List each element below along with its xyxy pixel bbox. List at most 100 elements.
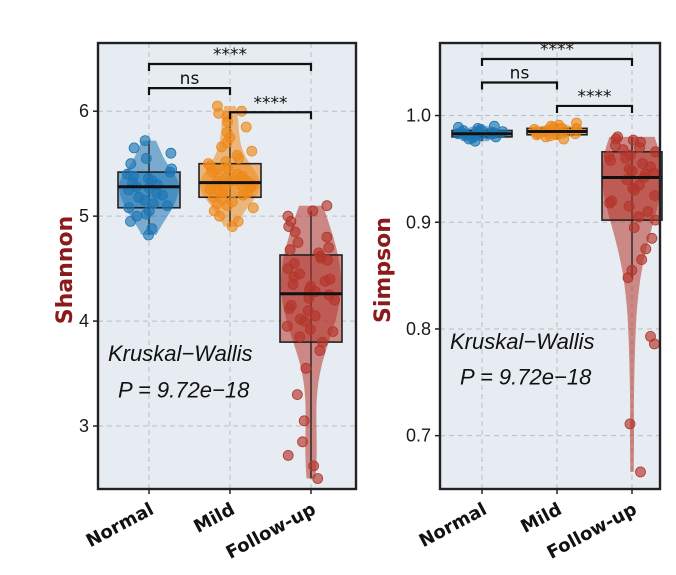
point-follow-up [624, 418, 636, 430]
y-axis-label: Simpson [371, 217, 396, 323]
kruskal-wallis-label: Kruskal−Wallis [108, 341, 252, 366]
point-follow-up [637, 158, 648, 170]
significance-bracket [147, 62, 313, 71]
plot-frame [96, 41, 358, 491]
p-value-label: P = 9.72e−18 [118, 378, 250, 403]
point-mild [232, 215, 244, 227]
point-follow-up [298, 415, 310, 427]
point-follow-up [324, 273, 336, 285]
point-follow-up [646, 232, 658, 244]
point-follow-up [282, 210, 294, 222]
point-follow-up [302, 305, 314, 317]
point-mild [246, 145, 258, 157]
point-mild [226, 196, 238, 207]
point-follow-up [316, 336, 328, 348]
point-mild [220, 156, 232, 168]
point-normal [452, 121, 464, 133]
point-follow-up [300, 362, 312, 374]
y-tick-label: 0.7 [406, 426, 431, 446]
x-tick-label: Normal [83, 499, 158, 552]
point-follow-up [304, 324, 316, 335]
point-follow-up [649, 190, 661, 202]
point-mild [213, 184, 225, 196]
point-follow-up [645, 330, 656, 342]
point-follow-up [313, 247, 325, 259]
point-normal [140, 152, 152, 164]
point-normal [142, 172, 154, 184]
point-follow-up [635, 466, 646, 478]
point-follow-up [604, 197, 616, 209]
point-normal [131, 210, 143, 222]
point-follow-up [323, 242, 335, 254]
point-follow-up [603, 150, 615, 162]
point-follow-up [627, 134, 639, 146]
y-tick-label: 5 [79, 206, 89, 226]
point-mild [231, 149, 243, 161]
point-follow-up [308, 460, 320, 472]
point-normal [146, 223, 158, 235]
y-tick-label: 0.8 [406, 319, 431, 339]
y-axis-label: Shannon [53, 216, 78, 324]
significance-bracket [480, 81, 559, 90]
point-follow-up [288, 271, 300, 283]
point-normal [128, 142, 140, 154]
point-follow-up [617, 144, 629, 156]
point-follow-up [307, 205, 319, 217]
point-normal [165, 147, 177, 159]
y-tick-label: 0.9 [406, 212, 431, 232]
point-mild [211, 100, 223, 112]
point-mild [247, 202, 259, 214]
point-normal [139, 135, 151, 147]
point-follow-up [627, 182, 639, 194]
p-value-label: P = 9.72e−18 [460, 364, 592, 389]
significance-label: ns [180, 69, 200, 89]
point-follow-up [282, 449, 294, 461]
point-follow-up [626, 264, 638, 276]
point-follow-up [294, 331, 306, 343]
point-follow-up [288, 257, 300, 269]
point-mild [202, 158, 214, 170]
point-follow-up [284, 244, 296, 256]
point-mild [221, 126, 233, 138]
x-tick-label: Mild [517, 499, 565, 538]
point-normal [125, 158, 137, 170]
y-tick-label: 6 [79, 101, 89, 121]
significance-label: ns [510, 63, 530, 83]
significance-label: **** [213, 45, 247, 65]
y-tick-label: 3 [79, 416, 89, 436]
point-follow-up [297, 436, 308, 448]
point-follow-up [612, 131, 623, 143]
point-follow-up [640, 243, 652, 255]
point-follow-up [642, 206, 654, 218]
x-tick-label: Mild [190, 499, 238, 538]
point-follow-up [312, 473, 324, 484]
kruskal-wallis-label: Kruskal−Wallis [450, 329, 594, 354]
point-follow-up [623, 200, 635, 212]
point-normal [123, 202, 135, 214]
point-follow-up [292, 236, 304, 248]
x-tick-label: Follow-up [223, 499, 320, 564]
significance-label: **** [540, 40, 574, 60]
point-normal [122, 168, 133, 180]
significance-bracket [555, 104, 634, 113]
significance-label: **** [254, 93, 288, 113]
point-follow-up [633, 211, 644, 223]
point-follow-up [321, 200, 333, 212]
point-follow-up [322, 254, 333, 266]
point-follow-up [281, 320, 293, 332]
point-follow-up [623, 163, 635, 175]
point-follow-up [625, 149, 636, 161]
significance-label: **** [578, 87, 612, 107]
point-normal [161, 200, 173, 212]
significance-bracket [228, 111, 313, 120]
point-normal [166, 163, 178, 175]
point-follow-up [284, 303, 295, 314]
point-follow-up [628, 222, 640, 234]
point-follow-up [327, 326, 339, 338]
significance-bracket [147, 87, 232, 96]
point-normal [133, 191, 145, 203]
point-mild [240, 121, 252, 133]
